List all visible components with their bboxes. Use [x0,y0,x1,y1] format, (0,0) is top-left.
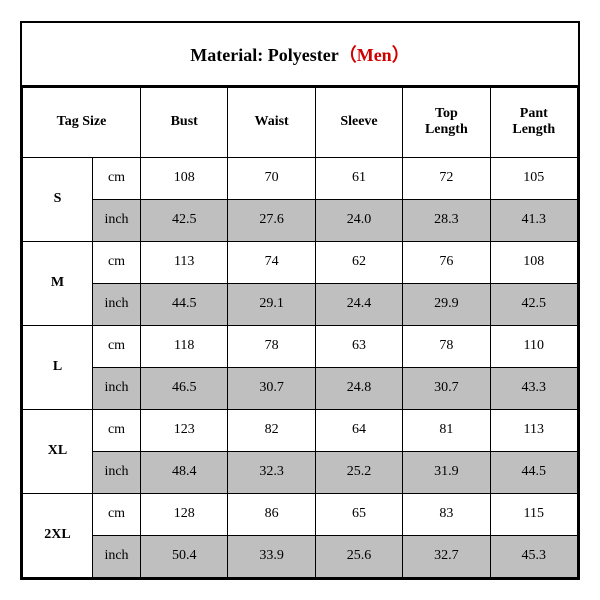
cell: 48.4 [141,451,228,493]
title-material: Material: Polyester [190,45,338,65]
col-top-length: TopLength [403,87,490,157]
cell: 31.9 [403,451,490,493]
cell: 113 [141,241,228,283]
table-row: inch 48.4 32.3 25.2 31.9 44.5 [23,451,578,493]
size-label: L [23,325,93,409]
cell: 42.5 [490,283,577,325]
cell: 70 [228,157,315,199]
size-label: XL [23,409,93,493]
unit-cm: cm [93,409,141,451]
cell: 118 [141,325,228,367]
unit-inch: inch [93,451,141,493]
cell: 65 [315,493,402,535]
cell: 32.7 [403,535,490,577]
cell: 29.9 [403,283,490,325]
title-gender: （Men） [339,45,410,65]
cell: 61 [315,157,402,199]
cell: 30.7 [403,367,490,409]
size-table-body: S cm 108 70 61 72 105 inch 42.5 27.6 24.… [23,157,578,577]
cell: 46.5 [141,367,228,409]
unit-cm: cm [93,493,141,535]
cell: 42.5 [141,199,228,241]
unit-cm: cm [93,157,141,199]
cell: 113 [490,409,577,451]
table-row: inch 46.5 30.7 24.8 30.7 43.3 [23,367,578,409]
cell: 64 [315,409,402,451]
chart-title: Material: Polyester（Men） [22,23,578,87]
cell: 115 [490,493,577,535]
cell: 81 [403,409,490,451]
cell: 76 [403,241,490,283]
col-tag-size: Tag Size [23,87,141,157]
unit-inch: inch [93,535,141,577]
col-bust: Bust [141,87,228,157]
unit-inch: inch [93,367,141,409]
unit-cm: cm [93,241,141,283]
cell: 63 [315,325,402,367]
cell: 74 [228,241,315,283]
cell: 72 [403,157,490,199]
table-row: L cm 118 78 63 78 110 [23,325,578,367]
cell: 44.5 [141,283,228,325]
cell: 110 [490,325,577,367]
cell: 83 [403,493,490,535]
cell: 45.3 [490,535,577,577]
cell: 128 [141,493,228,535]
cell: 108 [490,241,577,283]
cell: 24.4 [315,283,402,325]
col-pant-length: PantLength [490,87,577,157]
cell: 28.3 [403,199,490,241]
cell: 78 [403,325,490,367]
size-table: Tag Size Bust Waist Sleeve TopLength Pan… [22,87,578,578]
cell: 50.4 [141,535,228,577]
unit-inch: inch [93,283,141,325]
table-row: inch 44.5 29.1 24.4 29.9 42.5 [23,283,578,325]
cell: 33.9 [228,535,315,577]
cell: 86 [228,493,315,535]
table-row: inch 50.4 33.9 25.6 32.7 45.3 [23,535,578,577]
size-label: S [23,157,93,241]
cell: 30.7 [228,367,315,409]
cell: 32.3 [228,451,315,493]
cell: 105 [490,157,577,199]
col-sleeve: Sleeve [315,87,402,157]
size-label: M [23,241,93,325]
cell: 44.5 [490,451,577,493]
cell: 27.6 [228,199,315,241]
table-row: 2XL cm 128 86 65 83 115 [23,493,578,535]
cell: 123 [141,409,228,451]
table-row: XL cm 123 82 64 81 113 [23,409,578,451]
col-waist: Waist [228,87,315,157]
size-label: 2XL [23,493,93,577]
cell: 29.1 [228,283,315,325]
table-row: M cm 113 74 62 76 108 [23,241,578,283]
cell: 25.2 [315,451,402,493]
table-row: inch 42.5 27.6 24.0 28.3 41.3 [23,199,578,241]
cell: 24.8 [315,367,402,409]
unit-cm: cm [93,325,141,367]
cell: 41.3 [490,199,577,241]
cell: 43.3 [490,367,577,409]
cell: 108 [141,157,228,199]
cell: 62 [315,241,402,283]
cell: 78 [228,325,315,367]
header-row: Tag Size Bust Waist Sleeve TopLength Pan… [23,87,578,157]
cell: 25.6 [315,535,402,577]
cell: 24.0 [315,199,402,241]
cell: 82 [228,409,315,451]
size-chart: Material: Polyester（Men） Tag Size Bust W… [20,21,580,580]
table-row: S cm 108 70 61 72 105 [23,157,578,199]
unit-inch: inch [93,199,141,241]
